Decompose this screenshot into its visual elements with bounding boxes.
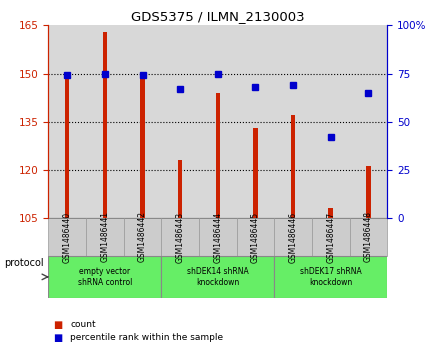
FancyBboxPatch shape <box>161 256 274 298</box>
Text: GSM1486447: GSM1486447 <box>326 211 335 262</box>
FancyBboxPatch shape <box>86 218 124 256</box>
Text: GSM1486442: GSM1486442 <box>138 212 147 262</box>
Text: count: count <box>70 321 96 329</box>
Bar <box>161 25 199 218</box>
Bar <box>86 25 124 218</box>
FancyBboxPatch shape <box>237 218 274 256</box>
FancyBboxPatch shape <box>312 218 349 256</box>
FancyBboxPatch shape <box>349 218 387 256</box>
Bar <box>178 160 183 218</box>
Bar <box>48 25 86 218</box>
Bar <box>366 167 370 218</box>
FancyBboxPatch shape <box>48 218 86 256</box>
Bar <box>329 208 333 218</box>
FancyBboxPatch shape <box>161 218 199 256</box>
Bar <box>291 115 295 218</box>
FancyBboxPatch shape <box>124 218 161 256</box>
Text: ■: ■ <box>53 333 62 343</box>
Bar <box>65 77 70 218</box>
Text: percentile rank within the sample: percentile rank within the sample <box>70 333 224 342</box>
FancyBboxPatch shape <box>274 256 387 298</box>
Text: empty vector
shRNA control: empty vector shRNA control <box>78 267 132 287</box>
Bar <box>140 77 145 218</box>
Bar <box>274 25 312 218</box>
Bar <box>349 25 387 218</box>
Bar <box>103 32 107 218</box>
Text: GSM1486446: GSM1486446 <box>289 211 297 262</box>
Bar <box>124 25 161 218</box>
Title: GDS5375 / ILMN_2130003: GDS5375 / ILMN_2130003 <box>131 10 304 23</box>
Text: ■: ■ <box>53 320 62 330</box>
Text: GSM1486440: GSM1486440 <box>63 211 72 262</box>
FancyBboxPatch shape <box>48 256 161 298</box>
Text: protocol: protocol <box>4 258 44 268</box>
Text: GSM1486444: GSM1486444 <box>213 211 222 262</box>
Bar <box>237 25 274 218</box>
Bar <box>216 93 220 218</box>
FancyBboxPatch shape <box>274 218 312 256</box>
Text: GSM1486441: GSM1486441 <box>100 212 110 262</box>
Text: GSM1486448: GSM1486448 <box>364 212 373 262</box>
FancyBboxPatch shape <box>199 218 237 256</box>
Bar <box>199 25 237 218</box>
Text: GSM1486443: GSM1486443 <box>176 211 185 262</box>
Bar <box>312 25 349 218</box>
Bar <box>253 128 258 218</box>
Text: shDEK17 shRNA
knockdown: shDEK17 shRNA knockdown <box>300 267 362 287</box>
Text: GSM1486445: GSM1486445 <box>251 211 260 262</box>
Text: shDEK14 shRNA
knockdown: shDEK14 shRNA knockdown <box>187 267 249 287</box>
